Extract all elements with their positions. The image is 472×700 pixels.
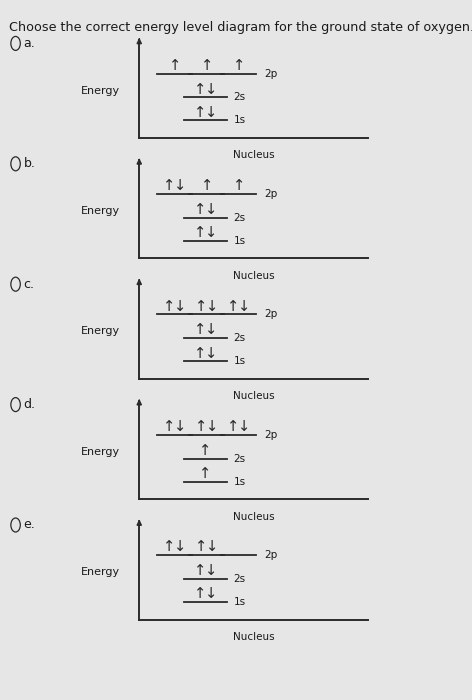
Text: a.: a. xyxy=(24,37,35,50)
Text: ↓: ↓ xyxy=(238,299,251,314)
Text: ↓: ↓ xyxy=(174,419,186,434)
Text: 2s: 2s xyxy=(234,454,246,463)
Text: Nucleus: Nucleus xyxy=(233,512,275,522)
Text: ↑: ↑ xyxy=(199,443,211,458)
Text: 2p: 2p xyxy=(264,69,277,78)
Text: e.: e. xyxy=(24,519,35,531)
Text: 2s: 2s xyxy=(234,574,246,584)
Text: ↓: ↓ xyxy=(206,419,219,434)
Text: 2s: 2s xyxy=(234,92,246,102)
Text: ↓: ↓ xyxy=(206,540,219,554)
Text: Nucleus: Nucleus xyxy=(233,150,275,160)
Text: Energy: Energy xyxy=(81,447,120,457)
Text: ↑: ↑ xyxy=(233,58,245,73)
Text: ↑: ↑ xyxy=(194,225,206,240)
Text: ↑: ↑ xyxy=(195,419,207,434)
Text: ↑: ↑ xyxy=(163,419,175,434)
Text: ↑: ↑ xyxy=(163,178,175,193)
Text: ↓: ↓ xyxy=(205,564,217,578)
Text: b.: b. xyxy=(24,158,35,170)
Text: ↓: ↓ xyxy=(205,225,217,240)
Text: 1s: 1s xyxy=(234,116,246,125)
Text: c.: c. xyxy=(24,278,34,290)
Text: Energy: Energy xyxy=(81,326,120,337)
Text: ↓: ↓ xyxy=(174,540,186,554)
Text: ↓: ↓ xyxy=(205,82,217,97)
Text: ↑: ↑ xyxy=(194,587,206,601)
Text: ↓: ↓ xyxy=(205,323,217,337)
Text: Nucleus: Nucleus xyxy=(233,632,275,642)
Text: Energy: Energy xyxy=(81,567,120,577)
Text: ↓: ↓ xyxy=(205,202,217,217)
Text: ↑: ↑ xyxy=(163,540,175,554)
Text: 1s: 1s xyxy=(234,477,246,486)
Text: Energy: Energy xyxy=(81,206,120,216)
Text: 2s: 2s xyxy=(234,213,246,223)
Text: 1s: 1s xyxy=(234,356,246,366)
Text: ↓: ↓ xyxy=(238,419,251,434)
Text: 1s: 1s xyxy=(234,597,246,607)
Text: ↑: ↑ xyxy=(201,178,213,193)
Text: 2s: 2s xyxy=(234,333,246,343)
Text: Choose the correct energy level diagram for the ground state of oxygen.: Choose the correct energy level diagram … xyxy=(9,21,472,34)
Text: ↓: ↓ xyxy=(174,178,186,193)
Text: ↑: ↑ xyxy=(194,346,206,360)
Text: ↑: ↑ xyxy=(195,299,207,314)
Text: ↑: ↑ xyxy=(194,323,206,337)
Text: ↓: ↓ xyxy=(205,346,217,360)
Text: ↑: ↑ xyxy=(195,540,207,554)
Text: ↑: ↑ xyxy=(163,299,175,314)
Text: Nucleus: Nucleus xyxy=(233,271,275,281)
Text: ↑: ↑ xyxy=(194,82,206,97)
Text: ↑: ↑ xyxy=(233,178,245,193)
Text: ↓: ↓ xyxy=(174,299,186,314)
Text: ↑: ↑ xyxy=(227,299,239,314)
Text: 2p: 2p xyxy=(264,550,277,560)
Text: ↑: ↑ xyxy=(169,58,181,73)
Text: d.: d. xyxy=(24,398,35,411)
Text: ↓: ↓ xyxy=(206,299,219,314)
Text: ↑: ↑ xyxy=(227,419,239,434)
Text: Nucleus: Nucleus xyxy=(233,391,275,401)
Text: 2p: 2p xyxy=(264,430,277,440)
Text: ↓: ↓ xyxy=(205,105,217,120)
Text: ↓: ↓ xyxy=(205,587,217,601)
Text: ↑: ↑ xyxy=(194,105,206,120)
Text: 2p: 2p xyxy=(264,309,277,319)
Text: ↑: ↑ xyxy=(194,564,206,578)
Text: ↑: ↑ xyxy=(201,58,213,73)
Text: ↑: ↑ xyxy=(199,466,211,481)
Text: Energy: Energy xyxy=(81,85,120,96)
Text: ↑: ↑ xyxy=(194,202,206,217)
Text: 1s: 1s xyxy=(234,236,246,246)
Text: 2p: 2p xyxy=(264,189,277,199)
